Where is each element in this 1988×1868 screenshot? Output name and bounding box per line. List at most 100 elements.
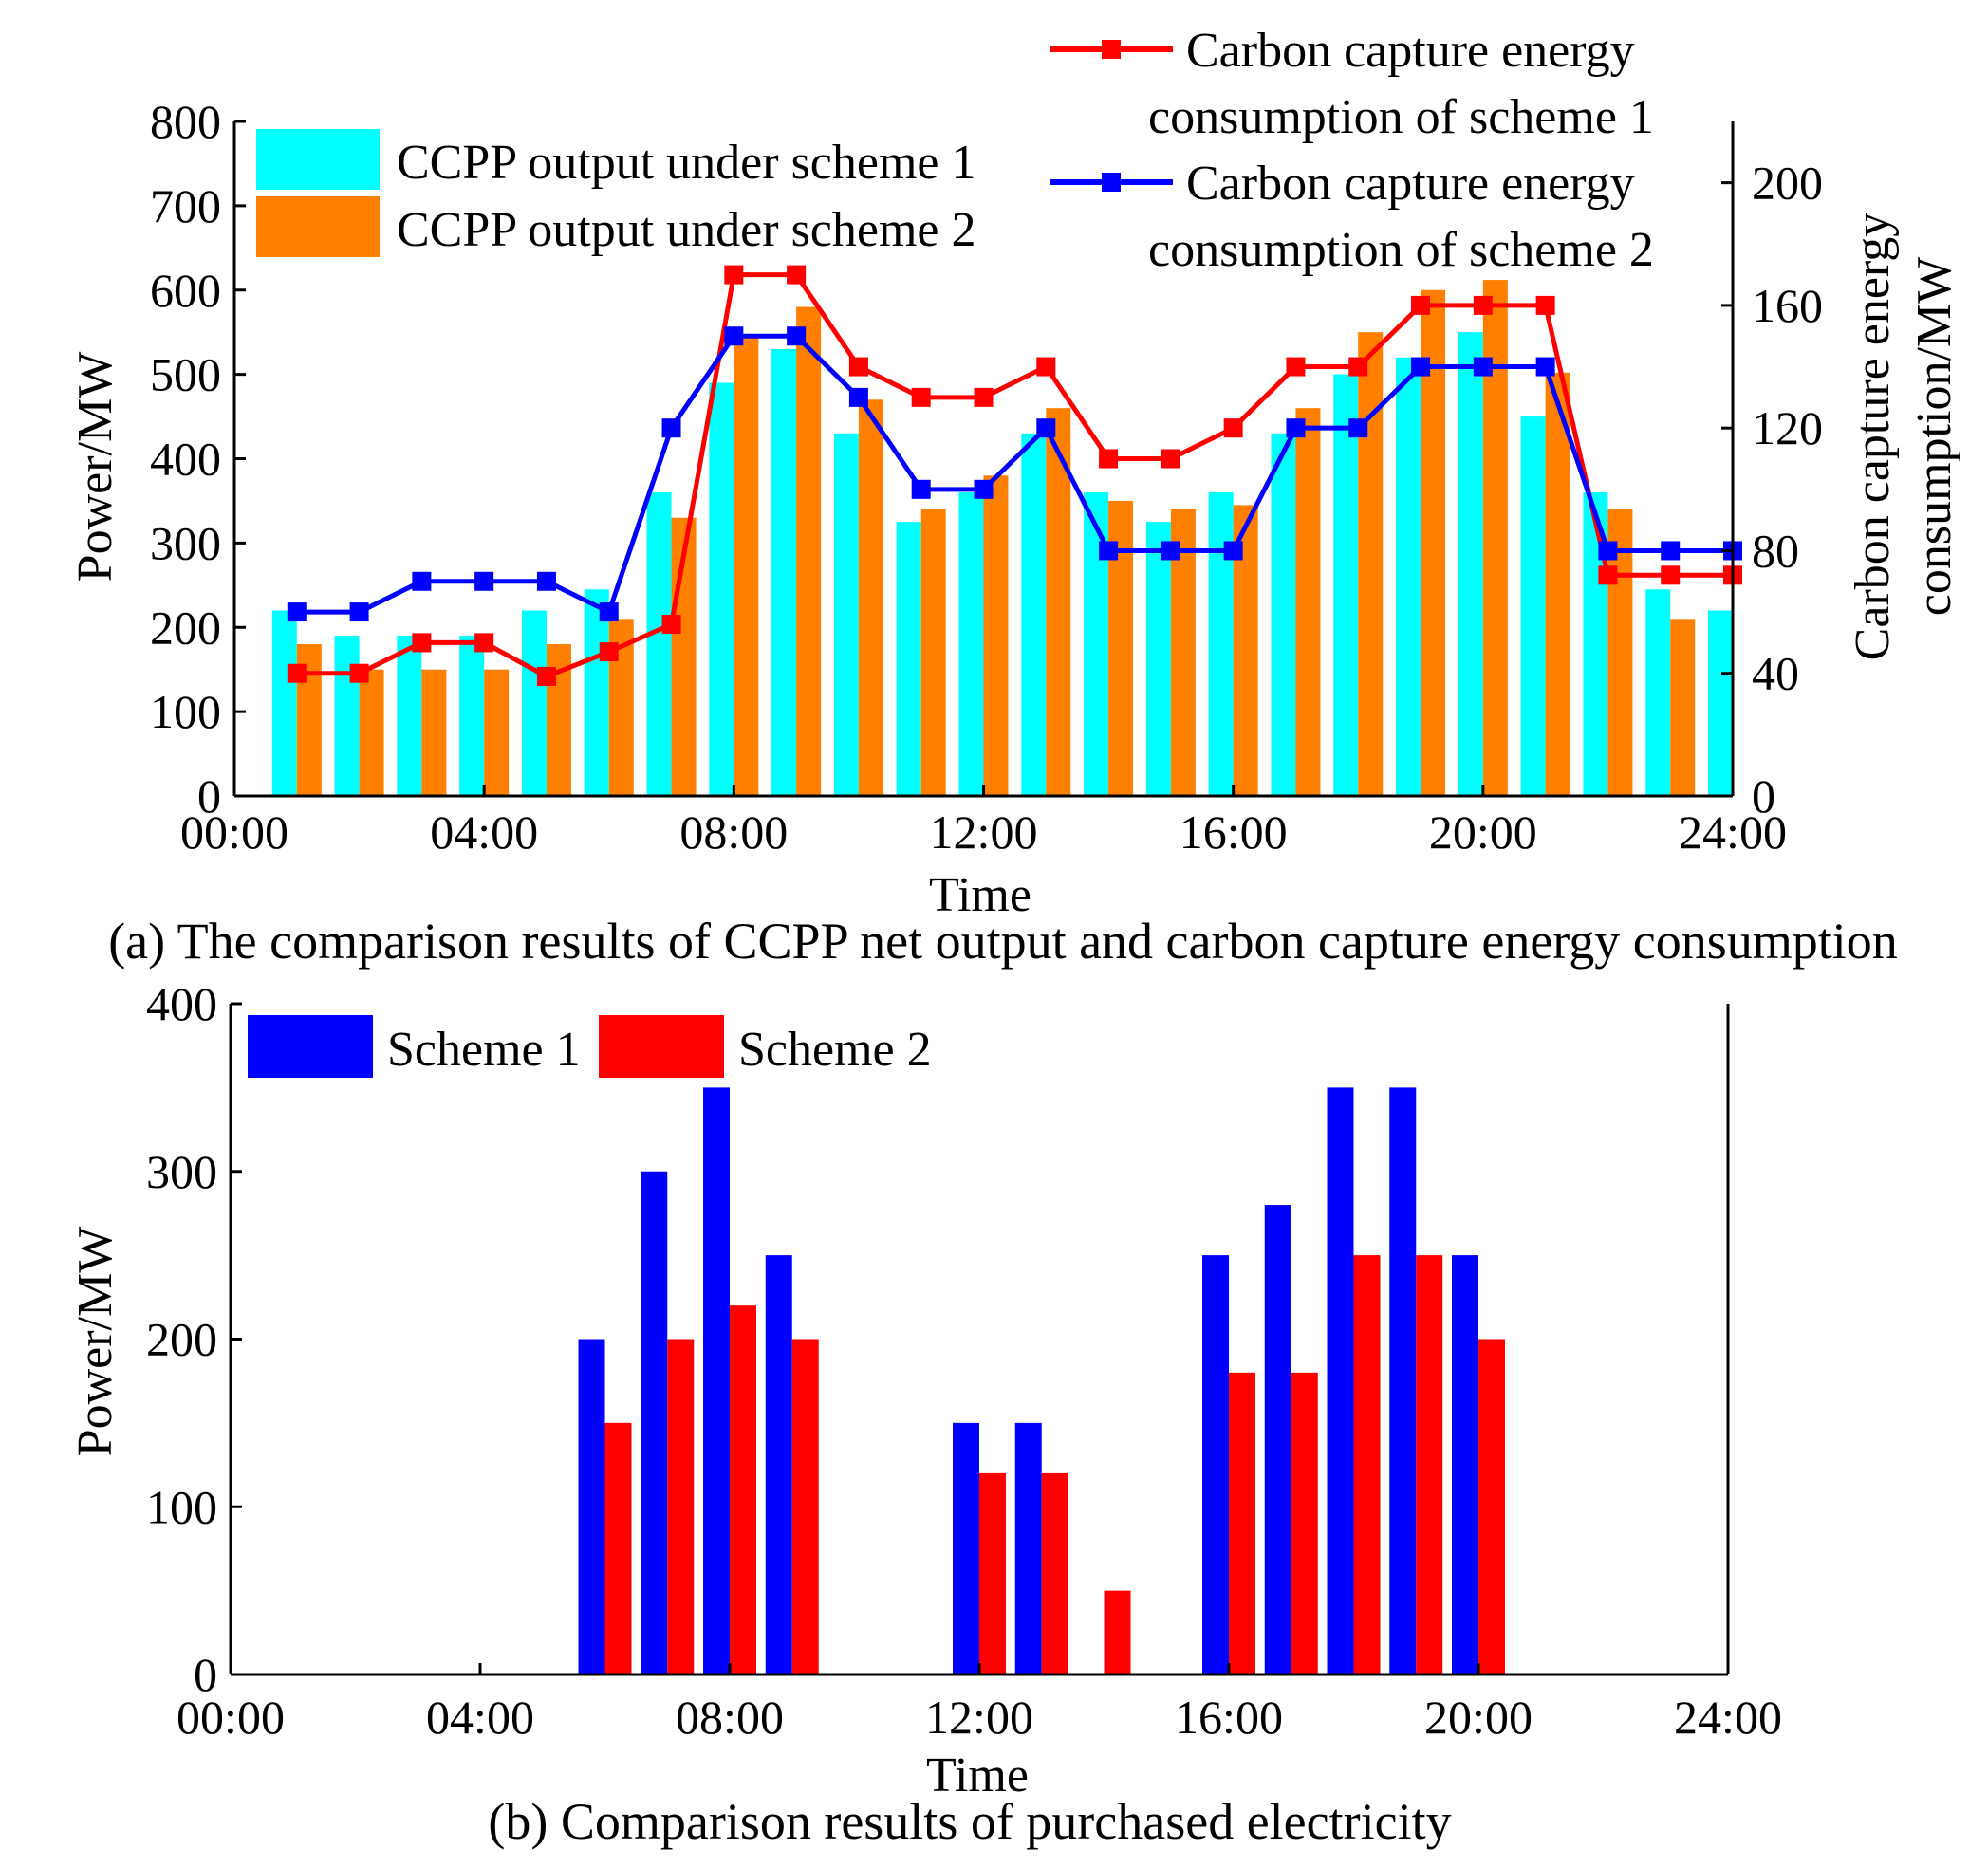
bar-ccpp-scheme-1 <box>1271 433 1296 796</box>
bar-ccpp-scheme-2 <box>920 509 946 796</box>
marker-energy-scheme-2 <box>1535 357 1555 377</box>
chart-a-caption: (a) The comparison results of CCPP net o… <box>108 913 1898 970</box>
marker-energy-scheme-2 <box>848 387 868 407</box>
bar-ccpp-scheme-1 <box>584 589 609 796</box>
bar-ccpp-scheme-1 <box>646 492 672 796</box>
bar-purchased-scheme-2 <box>1416 1255 1443 1674</box>
chart-b-xtick-label: 20:00 <box>1424 1691 1533 1744</box>
legend-label-energy-scheme-1-line2: consumption of scheme 1 <box>1148 90 1654 144</box>
chart-b-ylabel: Power/MW <box>68 1227 122 1457</box>
chart-a-y2tick-label: 160 <box>1752 279 1823 332</box>
legend-swatch-ccpp-scheme-1 <box>256 129 380 190</box>
chart-a-ytick-label: 300 <box>150 516 221 569</box>
bar-purchased-scheme-2 <box>1104 1590 1131 1674</box>
bar-purchased-scheme-2 <box>1478 1339 1505 1674</box>
bar-ccpp-scheme-1 <box>271 610 297 796</box>
bar-ccpp-scheme-1 <box>397 636 422 796</box>
bar-purchased-scheme-2 <box>1041 1472 1068 1674</box>
legend-label-scheme-1: Scheme 1 <box>387 1023 581 1077</box>
marker-energy-scheme-1 <box>661 615 681 635</box>
marker-energy-scheme-1 <box>974 387 994 407</box>
bar-ccpp-scheme-1 <box>1396 357 1421 796</box>
legend-label-ccpp-scheme-2: CCPP output under scheme 2 <box>397 203 976 257</box>
chart-a: 0 100 200 300 400 500 600 700 800 0 40 80 120 160 200 0… <box>68 24 1961 970</box>
chart-a-legend-lines: Carbon capture energy consumption of sch… <box>1050 24 1654 277</box>
bar-purchased-scheme-1 <box>1264 1205 1291 1674</box>
chart-a-ytick-label: 700 <box>150 179 221 232</box>
chart-b-xtick-label: 04:00 <box>426 1691 534 1744</box>
bar-ccpp-scheme-2 <box>983 475 1009 796</box>
legend-swatch-ccpp-scheme-2 <box>256 196 380 257</box>
chart-a-xtick-label: 12:00 <box>930 805 1038 859</box>
chart-a-ytick-label: 0 <box>197 769 221 823</box>
chart-a-y2tick-label: 80 <box>1752 524 1799 577</box>
chart-b-ytick-label: 300 <box>146 1145 217 1198</box>
bar-purchased-scheme-1 <box>1389 1087 1417 1674</box>
chart-a-ylabel: Power/MW <box>68 352 122 583</box>
marker-energy-scheme-1 <box>1535 295 1555 315</box>
marker-energy-scheme-1 <box>724 265 744 285</box>
marker-energy-scheme-1 <box>911 387 931 407</box>
bar-ccpp-scheme-1 <box>1208 492 1234 796</box>
bar-ccpp-scheme-1 <box>833 433 859 796</box>
marker-energy-scheme-1 <box>1598 565 1618 585</box>
legend-label-energy-scheme-2-line2: consumption of scheme 2 <box>1148 223 1654 277</box>
chart-b-ytick-label: 200 <box>146 1313 217 1366</box>
marker-energy-scheme-2 <box>661 418 681 438</box>
chart-b-xlabel: Time <box>926 1748 1029 1803</box>
bar-purchased-scheme-2 <box>667 1339 695 1674</box>
marker-energy-scheme-1 <box>1473 295 1493 315</box>
chart-a-xtick-label: 08:00 <box>679 805 788 859</box>
bar-ccpp-scheme-2 <box>1545 372 1570 796</box>
marker-energy-scheme-2 <box>1161 541 1180 561</box>
marker-energy-scheme-1 <box>787 265 807 285</box>
legend-label-energy-scheme-2-line1: Carbon capture energy <box>1186 157 1635 211</box>
bar-ccpp-scheme-1 <box>459 636 485 796</box>
bar-ccpp-scheme-2 <box>1670 619 1696 796</box>
marker-energy-scheme-1 <box>287 663 307 683</box>
marker-energy-scheme-2 <box>349 602 369 622</box>
chart-a-xlabel: Time <box>929 868 1031 922</box>
marker-energy-scheme-1 <box>1661 565 1681 585</box>
chart-a-xtick-label: 20:00 <box>1429 805 1537 859</box>
chart-b-xtick-label: 12:00 <box>925 1691 1033 1744</box>
bar-ccpp-scheme-1 <box>1708 610 1733 796</box>
legend-label-scheme-2: Scheme 2 <box>738 1023 932 1077</box>
bar-purchased-scheme-2 <box>730 1305 756 1674</box>
legend-label-energy-scheme-1-line1: Carbon capture energy <box>1186 24 1635 78</box>
marker-energy-scheme-1 <box>1223 418 1243 438</box>
bar-ccpp-scheme-1 <box>1520 416 1546 796</box>
bar-purchased-scheme-2 <box>979 1472 1006 1674</box>
chart-a-xtick-label: 00:00 <box>180 805 288 859</box>
marker-energy-scheme-2 <box>911 479 931 499</box>
marker-energy-scheme-1 <box>848 357 868 377</box>
chart-b-ytick-label: 0 <box>194 1648 217 1701</box>
bar-purchased-scheme-1 <box>1014 1422 1042 1674</box>
bar-purchased-scheme-1 <box>703 1087 730 1674</box>
legend-swatch-scheme-2 <box>599 1015 724 1078</box>
legend-marker-scheme-1 <box>1102 40 1121 59</box>
marker-energy-scheme-2 <box>1286 418 1306 438</box>
marker-energy-scheme-1 <box>1286 357 1306 377</box>
marker-energy-scheme-1 <box>599 642 619 662</box>
chart-a-y2tick-label: 0 <box>1752 769 1775 823</box>
chart-a-ytick-label: 100 <box>150 685 221 738</box>
chart-a-bars <box>271 280 1733 797</box>
bar-ccpp-scheme-1 <box>771 348 797 796</box>
marker-energy-scheme-2 <box>1598 541 1618 561</box>
marker-energy-scheme-2 <box>787 326 807 346</box>
marker-energy-scheme-2 <box>724 326 744 346</box>
bar-ccpp-scheme-1 <box>958 492 984 796</box>
marker-energy-scheme-2 <box>412 571 432 591</box>
chart-a-ticks: 0 100 200 300 400 500 600 700 800 0 40 80 120 160 200 0… <box>150 95 1823 859</box>
bar-ccpp-scheme-2 <box>796 306 822 796</box>
chart-b-caption: (b) Comparison results of purchased elec… <box>488 1793 1451 1850</box>
marker-energy-scheme-2 <box>1223 541 1243 561</box>
line-energy-scheme-2 <box>296 333 1733 616</box>
bar-ccpp-scheme-1 <box>709 382 734 796</box>
bar-purchased-scheme-1 <box>1327 1087 1354 1674</box>
marker-energy-scheme-1 <box>1161 449 1180 469</box>
bar-ccpp-scheme-1 <box>521 610 547 796</box>
chart-b-legend: Scheme 1 Scheme 2 <box>248 1015 932 1078</box>
